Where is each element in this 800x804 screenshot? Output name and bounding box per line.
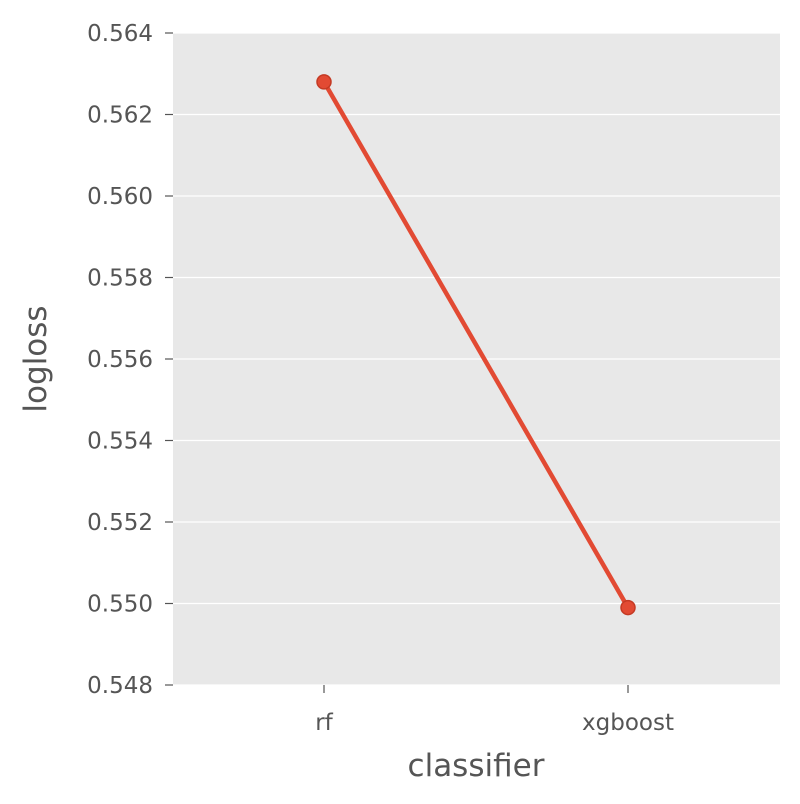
series-layer	[316, 74, 636, 616]
y-tick-label: 0.550	[87, 592, 153, 618]
data-point	[620, 599, 636, 616]
x-tick-label: xgboost	[582, 710, 674, 736]
y-axis: 0.548 0.550 0.552 0.554 0.556 0.558 0.560 0.562…	[87, 21, 173, 699]
y-tick-label: 0.562	[87, 103, 153, 129]
y-tick-label: 0.560	[87, 184, 153, 210]
data-point	[316, 74, 332, 90]
y-tick-label: 0.564	[87, 21, 153, 47]
series-line	[322, 80, 630, 609]
x-axis-label: classifier	[408, 748, 545, 784]
y-tick-label: 0.556	[87, 347, 153, 373]
grid-lines	[173, 32, 780, 686]
x-tick-label: rf	[315, 710, 333, 736]
y-tick-label: 0.558	[87, 266, 153, 292]
y-tick-label: 0.552	[87, 510, 153, 536]
y-axis-label: logloss	[18, 305, 54, 412]
y-tick-label: 0.548	[87, 673, 153, 699]
x-axis: rf xgboost	[315, 685, 674, 736]
y-tick-label: 0.554	[87, 429, 153, 455]
